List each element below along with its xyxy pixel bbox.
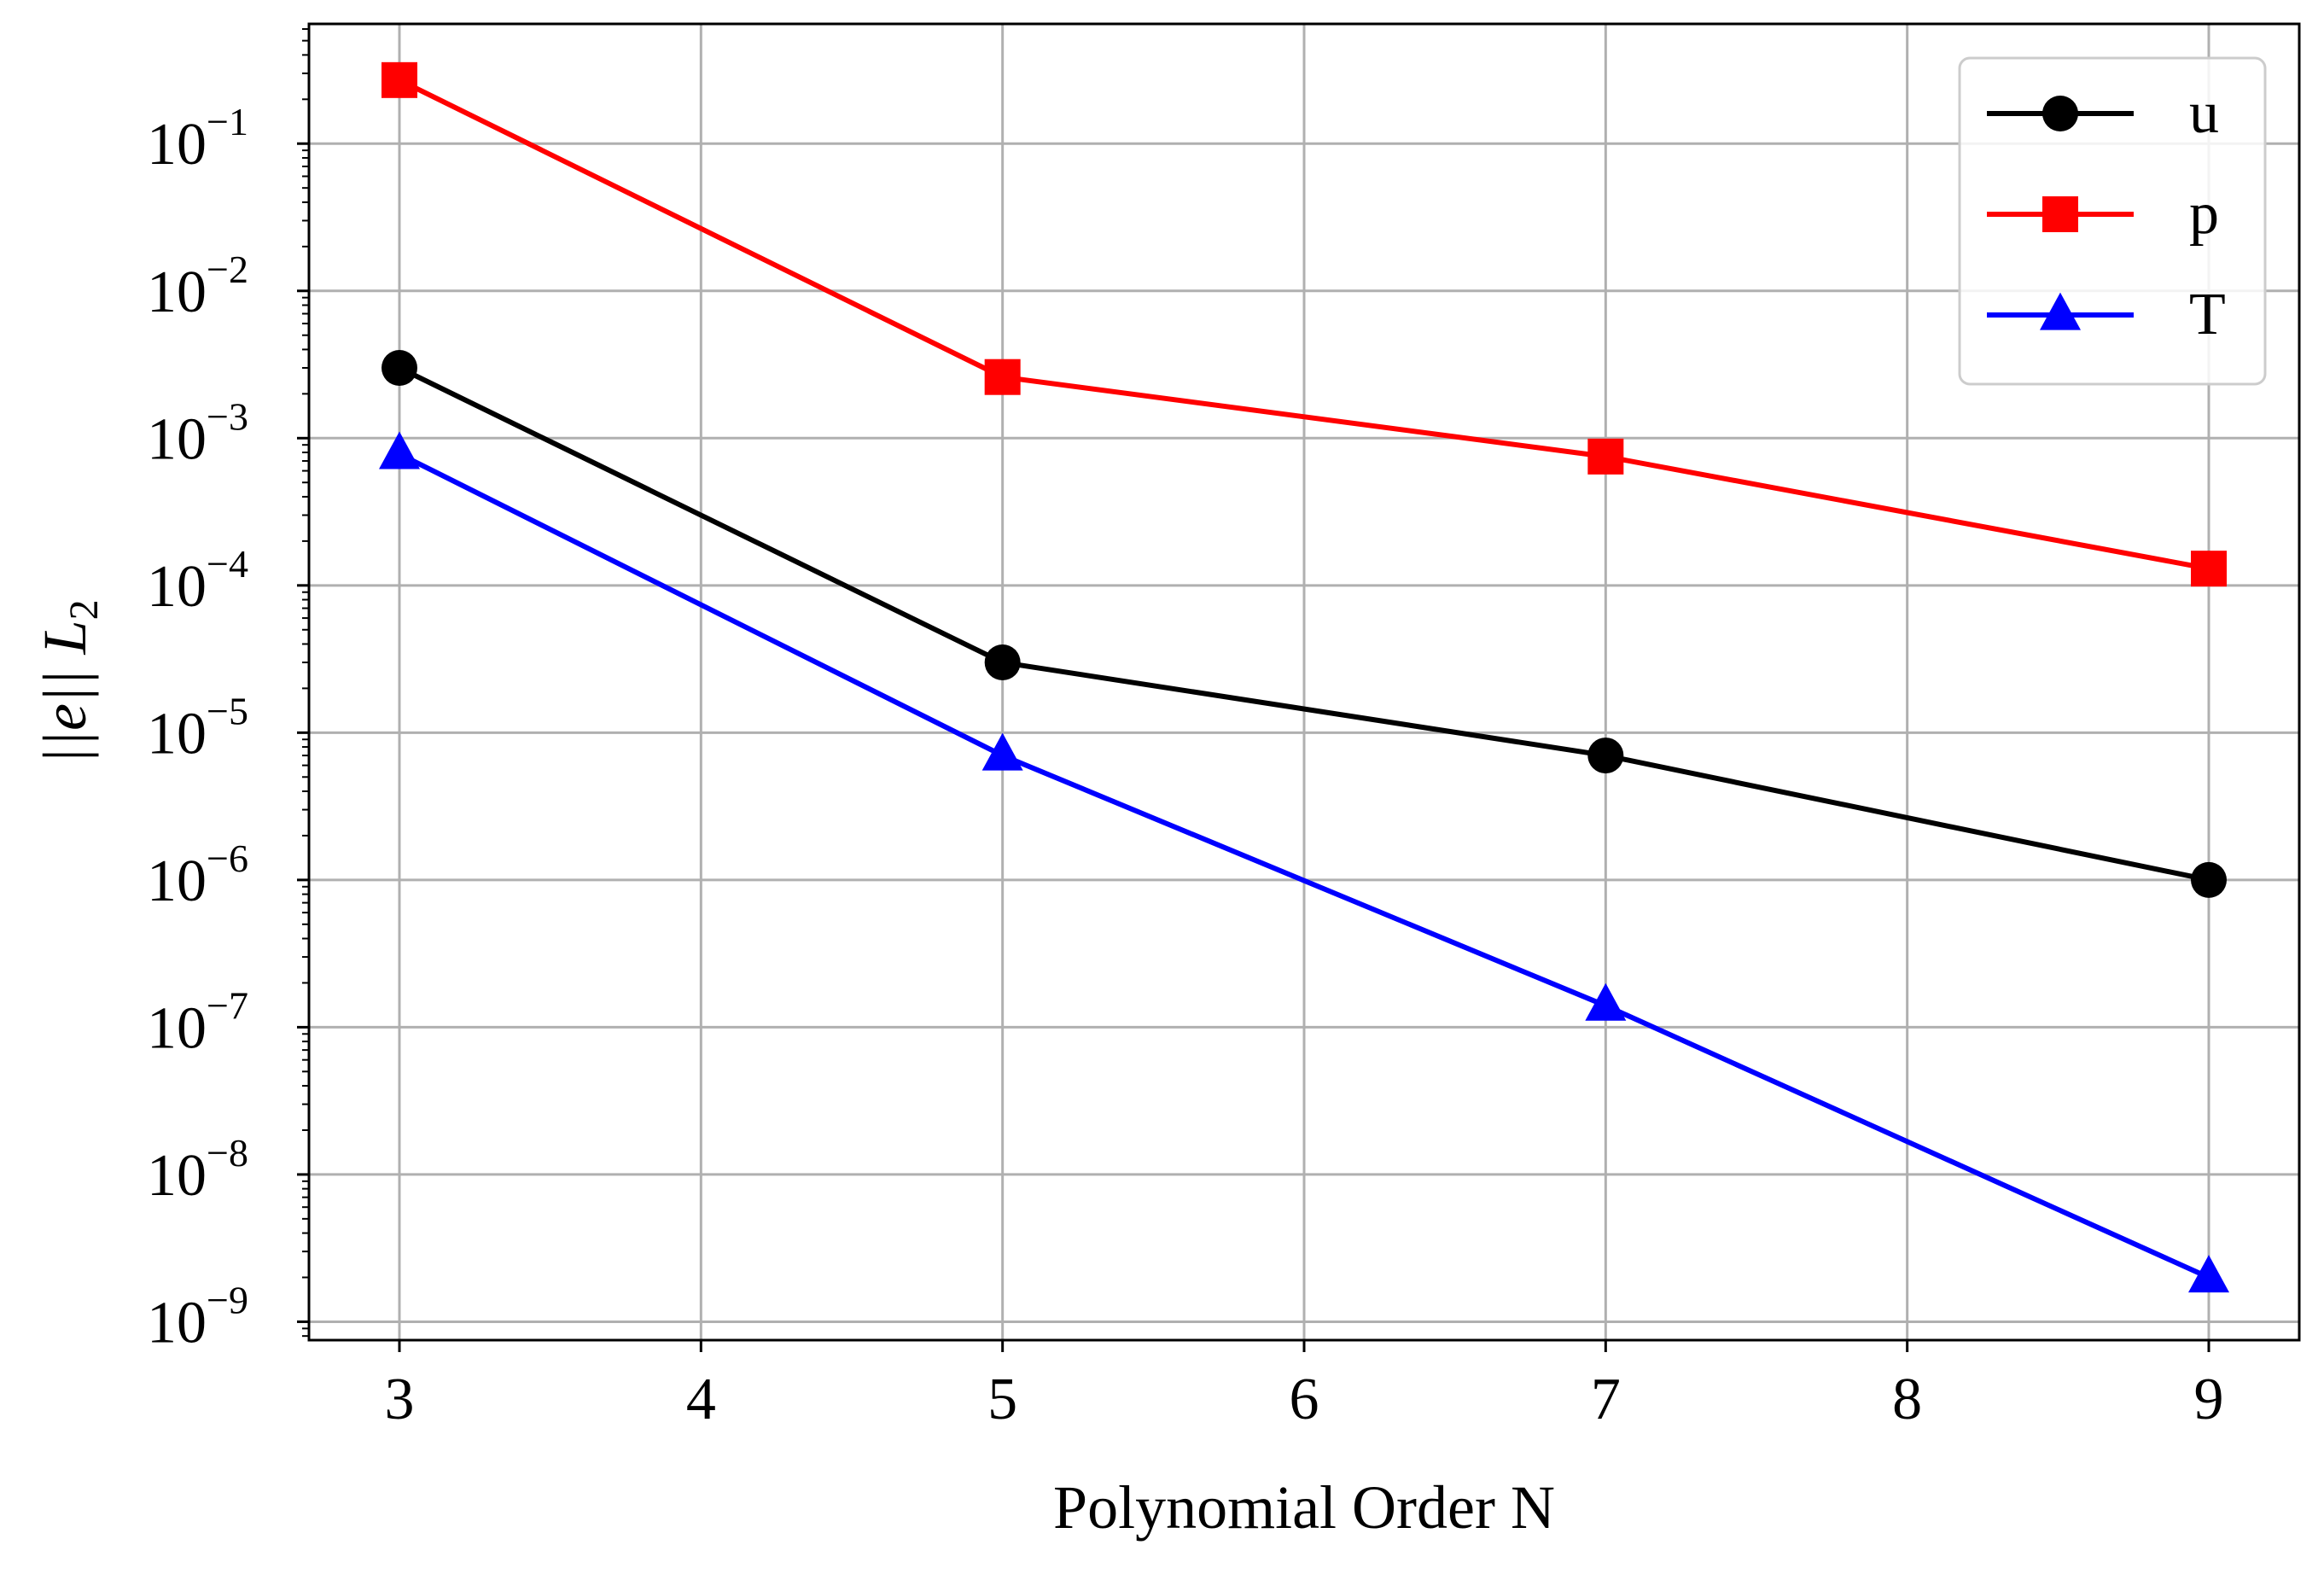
data-point-T [379, 431, 420, 469]
y-tick-label: 10−8 [147, 1131, 248, 1209]
y-axis-title: ||e|| L2 [31, 599, 107, 764]
data-point-p [2191, 551, 2227, 587]
y-tick-label: 10−6 [147, 837, 248, 914]
y-tick-label: 10−9 [147, 1278, 248, 1356]
legend-item-p: p [1987, 181, 2219, 247]
y-tick-base: 10 [147, 701, 207, 767]
y-axis-ticks: 10−110−210−310−410−510−610−710−810−9 [147, 100, 309, 1356]
y-tick-exponent: −1 [207, 100, 248, 143]
data-point-T [2188, 1255, 2229, 1293]
y-tick-exponent: −9 [207, 1278, 248, 1321]
legend-box [1958, 56, 2267, 386]
legend-marker [2042, 96, 2078, 131]
legend-marker [2040, 292, 2081, 330]
y-tick-base: 10 [147, 995, 207, 1061]
y-tick-base: 10 [147, 554, 207, 620]
x-tick-label: 5 [987, 1367, 1017, 1432]
x-tick-label: 6 [1290, 1367, 1319, 1432]
data-point-u [984, 644, 1021, 681]
x-axis-ticks: 3 4 5 6 7 8 9 [385, 1340, 2224, 1432]
legend-label: T [2189, 282, 2226, 347]
y-tick-label: 10−4 [147, 542, 248, 620]
x-tick-label: 9 [2194, 1367, 2224, 1432]
y-tick-base: 10 [147, 848, 207, 914]
y-tick-exponent: −7 [207, 983, 248, 1027]
data-point-u [2191, 861, 2227, 898]
y-axis-title-main: ||e|| L [31, 620, 99, 764]
y-tick-exponent: −4 [207, 542, 248, 586]
y-tick-base: 10 [147, 1143, 207, 1209]
y-tick-exponent: −6 [207, 837, 248, 880]
y-tick-exponent: −5 [207, 689, 248, 732]
series-layer [379, 61, 2229, 1293]
data-point-u [382, 349, 417, 386]
data-point-T [981, 732, 1023, 771]
series-p [382, 61, 2227, 587]
legend-item-T: T [1987, 282, 2226, 347]
legend-item-u: u [1987, 80, 2219, 146]
y-tick-label: 10−7 [147, 983, 248, 1061]
series-T [379, 431, 2229, 1293]
data-point-p [984, 359, 1021, 395]
y-axis-title-subscript: 2 [61, 599, 107, 620]
y-tick-label: 10−3 [147, 394, 248, 472]
y-tick-exponent: −8 [207, 1131, 248, 1175]
data-point-T [1585, 982, 1627, 1021]
y-tick-exponent: −3 [207, 394, 248, 438]
y-tick-base: 10 [147, 1290, 207, 1356]
series-line-u [398, 365, 2210, 883]
data-point-p [1587, 438, 1624, 475]
x-tick-label: 4 [686, 1367, 716, 1432]
series-u [382, 349, 2227, 898]
legend-label: u [2189, 80, 2219, 146]
series-line-T [398, 452, 2210, 1280]
x-axis-title: Polynomial Order N [1053, 1473, 1555, 1542]
y-tick-label: 10−1 [147, 100, 248, 178]
y-tick-exponent: −2 [207, 248, 248, 291]
y-tick-label: 10−5 [147, 689, 248, 767]
x-tick-label: 3 [385, 1367, 415, 1432]
y-tick-base: 10 [147, 259, 207, 325]
legend-marker [2042, 196, 2078, 232]
legend: upT [1958, 56, 2267, 386]
y-tick-base: 10 [147, 406, 207, 472]
data-point-u [1587, 738, 1624, 774]
legend-label: p [2189, 181, 2219, 247]
x-tick-label: 7 [1591, 1367, 1621, 1432]
data-point-p [382, 61, 417, 98]
series-line-p [398, 78, 2210, 572]
y-tick-base: 10 [147, 112, 207, 178]
y-tick-label: 10−2 [147, 248, 248, 325]
x-tick-label: 8 [1892, 1367, 1922, 1432]
